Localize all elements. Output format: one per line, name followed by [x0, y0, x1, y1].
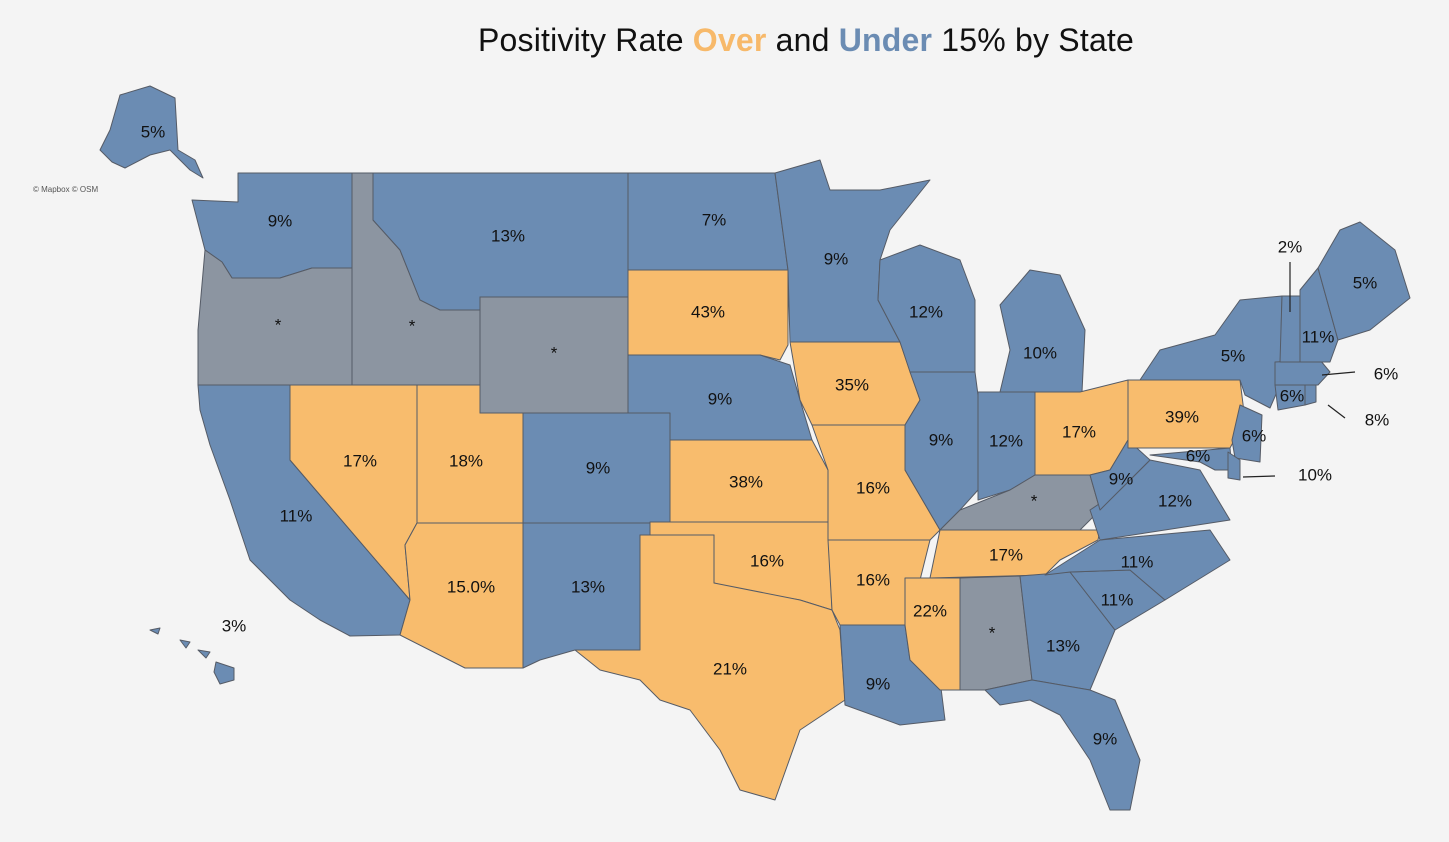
state-label-sd: 43%	[691, 302, 725, 321]
state-mn[interactable]	[774, 159, 931, 343]
state-label-ma: 6%	[1374, 364, 1399, 383]
state-label-nh: 11%	[1302, 327, 1335, 346]
state-nh[interactable]	[1299, 267, 1339, 363]
map-credit: © Mapbox © OSM	[33, 185, 99, 194]
state-label-me: 5%	[1353, 273, 1378, 292]
title-suffix: 15% by State	[941, 22, 1135, 58]
state-label-co: 9%	[586, 458, 611, 477]
state-label-fl: 9%	[1093, 729, 1118, 748]
state-label-ar: 16%	[856, 570, 890, 589]
state-label-tn: 17%	[989, 545, 1023, 564]
state-label-la: 9%	[866, 674, 891, 693]
state-wv[interactable]	[1089, 439, 1151, 511]
state-ak[interactable]	[99, 85, 204, 179]
title-prefix: Positivity Rate	[477, 22, 684, 58]
state-label-nm: 13%	[571, 577, 605, 596]
state-label-wa: 9%	[268, 211, 293, 230]
state-label-id: *	[409, 316, 416, 335]
state-label-mt: 13%	[491, 226, 525, 245]
state-label-ne: 9%	[708, 389, 733, 408]
state-label-mi: 10%	[1023, 343, 1057, 362]
state-label-ia: 35%	[835, 375, 869, 394]
state-tx[interactable]	[574, 534, 846, 801]
state-label-pa: 39%	[1165, 407, 1199, 426]
state-label-va: 12%	[1158, 491, 1192, 510]
state-al[interactable]	[959, 575, 1033, 691]
state-label-nj: 6%	[1242, 426, 1267, 445]
state-mi[interactable]	[999, 269, 1086, 396]
state-label-mn: 9%	[824, 249, 849, 268]
state-fl[interactable]	[984, 679, 1141, 811]
state-ma[interactable]	[1274, 359, 1331, 386]
state-label-ky: *	[1031, 491, 1038, 510]
state-label-ak: 5%	[141, 122, 166, 141]
state-label-ny: 5%	[1221, 346, 1246, 365]
state-label-md: 6%	[1186, 446, 1211, 465]
state-label-ca: 11%	[280, 506, 313, 525]
state-label-nv: 17%	[343, 451, 377, 470]
state-nj[interactable]	[1231, 404, 1263, 463]
state-label-hi: 3%	[222, 616, 247, 635]
map-title: Positivity Rate Over and Under 15% by St…	[0, 22, 1449, 59]
state-label-wy: *	[551, 343, 558, 362]
state-label-de: 10%	[1298, 465, 1332, 484]
state-label-in: 12%	[989, 431, 1023, 450]
state-md[interactable]	[1149, 447, 1233, 471]
state-ri[interactable]	[1304, 384, 1317, 406]
state-label-ga: 13%	[1046, 636, 1080, 655]
title-under: Under	[838, 22, 933, 58]
title-over: Over	[692, 22, 767, 58]
state-label-wi: 12%	[909, 302, 943, 321]
state-label-ut: 18%	[449, 451, 483, 470]
state-label-il: 9%	[929, 430, 954, 449]
state-label-al: *	[989, 623, 996, 642]
state-label-ks: 38%	[729, 472, 763, 491]
state-label-sc: 11%	[1101, 590, 1134, 609]
state-label-vt: 2%	[1278, 237, 1303, 256]
title-mid: and	[775, 22, 830, 58]
state-nc[interactable]	[1044, 529, 1231, 601]
state-label-or: *	[275, 315, 282, 334]
state-label-ok: 16%	[750, 551, 784, 570]
state-label-ms: 22%	[913, 601, 947, 620]
state-de[interactable]	[1227, 451, 1241, 481]
state-label-tx: 21%	[713, 659, 747, 678]
state-label-nd: 7%	[702, 210, 727, 229]
state-label-mo: 16%	[856, 478, 890, 497]
state-me[interactable]	[1317, 221, 1411, 341]
state-label-oh: 17%	[1062, 422, 1096, 441]
state-hi[interactable]	[149, 627, 235, 685]
state-label-wv: 9%	[1109, 469, 1134, 488]
state-label-nc: 11%	[1121, 552, 1154, 571]
state-label-az: 15.0%	[447, 577, 495, 596]
state-label-ct: 6%	[1280, 386, 1305, 405]
state-label-ri: 8%	[1365, 410, 1390, 429]
